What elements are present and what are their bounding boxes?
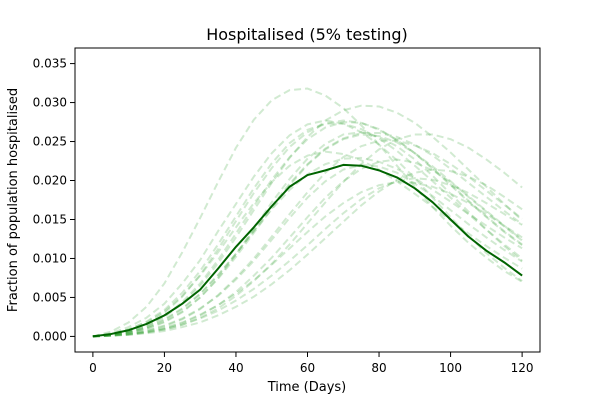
simulation-line-13 (92, 139, 523, 338)
simulation-line-3 (92, 87, 523, 338)
mean-line-group (92, 163, 523, 338)
y-tick-label-0.005: 0.005 (33, 290, 67, 304)
simulation-line-18 (92, 104, 523, 338)
simulation-line-11 (92, 168, 523, 338)
y-axis-label: Fraction of population hospitalised (6, 88, 21, 312)
x-tick-label-40: 40 (228, 361, 243, 375)
x-tick-label-0: 0 (89, 361, 97, 375)
x-tick-label-120: 120 (511, 361, 534, 375)
simulation-line-5 (92, 122, 523, 338)
simulation-line-10 (92, 133, 523, 338)
y-tick-label-0.015: 0.015 (33, 212, 67, 226)
x-tick-label-20: 20 (157, 361, 172, 375)
x-tick-label-80: 80 (371, 361, 386, 375)
y-tick-label-0.035: 0.035 (33, 57, 67, 71)
simulation-line-16 (92, 131, 523, 338)
simulation-line-4 (92, 163, 523, 338)
plot-area (74, 47, 541, 353)
simulation-line-1 (92, 119, 523, 338)
simulation-line-15 (92, 133, 523, 338)
x-axis-label: Time (Days) (267, 380, 347, 395)
simulation-line-6 (92, 158, 523, 338)
x-tick-label-60: 60 (300, 361, 315, 375)
x-axis: 0 20 40 60 80 100 120 (89, 352, 534, 375)
y-tick-label-0: 0.000 (33, 329, 67, 343)
y-tick-label-0.03: 0.030 (33, 96, 67, 110)
simulation-line-9 (92, 119, 523, 338)
chart-title: Hospitalised (5% testing) (206, 25, 408, 44)
mean-line (92, 163, 523, 338)
y-tick-label-0.025: 0.025 (33, 135, 67, 149)
axes-background (75, 48, 540, 352)
x-tick-label-100: 100 (439, 361, 462, 375)
simulation-line-8 (92, 177, 523, 338)
y-axis: 0.000 0.005 0.010 0.015 0.020 0.025 0.030 0.035 (33, 57, 75, 343)
simulation-line-17 (92, 181, 523, 338)
y-tick-label-0.02: 0.020 (33, 174, 67, 188)
simulation-line-2 (92, 131, 523, 338)
y-tick-label-0.01: 0.010 (33, 251, 67, 265)
